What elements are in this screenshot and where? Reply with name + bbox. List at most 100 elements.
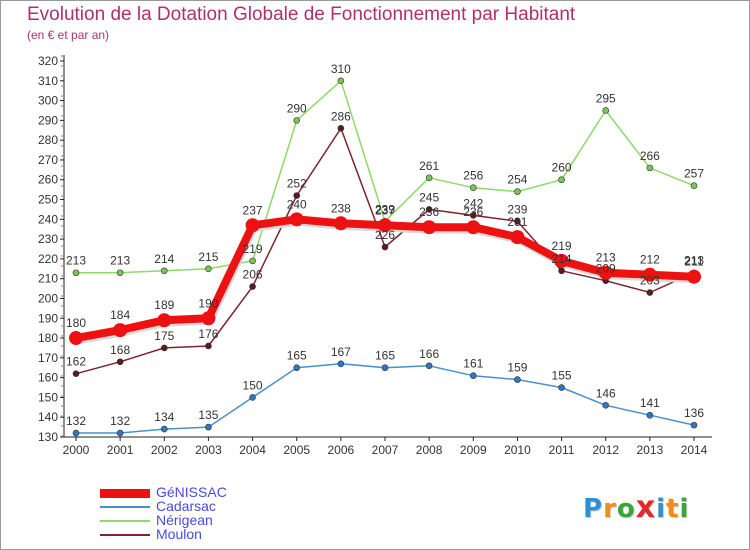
data-label: 213	[66, 254, 86, 268]
y-tick-label: 300	[38, 94, 58, 108]
data-point	[160, 344, 168, 352]
data-label: 231	[507, 215, 527, 229]
data-label: 286	[331, 109, 351, 123]
data-label: 206	[243, 268, 263, 282]
x-tick-label: 2012	[592, 443, 619, 457]
data-label: 219	[243, 242, 263, 256]
data-point	[646, 164, 654, 172]
data-label: 245	[419, 190, 439, 204]
data-label: 162	[66, 355, 86, 369]
data-point	[293, 364, 301, 372]
data-point	[337, 124, 345, 132]
data-point	[558, 384, 565, 391]
data-point	[690, 182, 698, 189]
data-point	[201, 311, 216, 326]
data-point	[554, 253, 569, 268]
data-label: 266	[640, 149, 660, 163]
y-tick-label: 130	[38, 430, 58, 444]
data-point	[113, 323, 128, 338]
data-label: 295	[596, 91, 616, 105]
data-point	[514, 376, 521, 383]
data-label: 190	[198, 296, 218, 310]
data-label: 136	[684, 406, 704, 420]
data-point	[381, 243, 389, 251]
data-point	[289, 212, 304, 227]
y-tick-label: 260	[38, 173, 58, 187]
x-tick-label: 2013	[637, 443, 664, 457]
data-point	[157, 313, 172, 328]
data-label: 242	[463, 196, 483, 210]
data-label: 180	[66, 316, 86, 330]
data-point	[558, 176, 565, 184]
data-point	[381, 364, 389, 372]
data-point	[337, 77, 345, 85]
data-label: 237	[243, 203, 263, 217]
legend-label-cadarsac: Cadarsac	[156, 498, 216, 514]
data-point	[646, 289, 654, 296]
data-point	[72, 370, 80, 377]
data-label: 236	[419, 205, 439, 219]
data-point	[558, 267, 565, 275]
data-label: 213	[684, 254, 704, 268]
data-point	[205, 342, 212, 350]
data-label: 310	[331, 62, 351, 76]
data-label: 237	[375, 203, 395, 217]
data-point	[72, 429, 80, 437]
data-label: 214	[154, 252, 174, 266]
data-point	[249, 283, 256, 290]
y-tick-label: 180	[38, 331, 58, 345]
x-tick-label: 2001	[107, 443, 134, 457]
data-label: 161	[463, 357, 483, 371]
data-label: 165	[287, 349, 307, 363]
data-point	[598, 265, 613, 280]
data-label: 141	[640, 396, 660, 410]
data-label: 203	[640, 274, 660, 288]
data-label: 214	[552, 252, 572, 266]
logo-letter: o	[616, 494, 636, 524]
x-tick-label: 2009	[460, 443, 487, 457]
data-point	[425, 206, 433, 213]
logo-letter: P	[583, 494, 604, 524]
x-tick-label: 2003	[195, 443, 222, 457]
data-label: 226	[375, 228, 395, 242]
y-tick-label: 170	[38, 351, 58, 365]
data-label: 256	[463, 169, 483, 183]
data-point	[160, 267, 168, 275]
x-tick-label: 2007	[372, 443, 399, 457]
data-label: 175	[154, 329, 174, 343]
x-tick-label: 2006	[328, 443, 355, 457]
x-tick-label: 2004	[239, 443, 266, 457]
data-label: 290	[287, 101, 307, 115]
legend-label-genissac: GéNISSAC	[156, 484, 227, 500]
legend-label-moulon: Moulon	[156, 526, 202, 542]
data-label: 159	[507, 361, 527, 375]
x-tick-label: 2008	[416, 443, 443, 457]
data-label: 168	[110, 343, 130, 357]
data-point	[69, 331, 83, 346]
data-point	[425, 174, 433, 182]
legend-swatch-moulon	[100, 534, 150, 536]
data-point	[245, 218, 260, 233]
proxiti-logo: Proxiti	[583, 490, 689, 525]
y-tick-label: 240	[38, 212, 58, 226]
data-point	[337, 360, 345, 368]
data-label: 211	[684, 255, 703, 269]
data-point	[205, 423, 212, 431]
legend-swatch-cadarsac	[100, 506, 150, 508]
data-point	[116, 429, 124, 437]
data-label: 240	[287, 197, 307, 211]
data-point	[249, 257, 256, 265]
data-label: 150	[243, 378, 263, 392]
x-tick-label: 2002	[151, 443, 178, 457]
logo-letter: i	[679, 494, 690, 524]
data-label: 236	[463, 205, 483, 219]
logo-letter: i	[656, 494, 667, 524]
y-tick-label: 210	[38, 272, 58, 286]
y-tick-label: 230	[38, 232, 58, 246]
legend-swatch-genissac	[100, 489, 150, 498]
x-tick-label: 2014	[681, 443, 708, 457]
data-point	[469, 372, 477, 379]
data-label: 238	[331, 201, 351, 215]
chart-title: Evolution de la Dotation Globale de Fonc…	[27, 4, 576, 25]
